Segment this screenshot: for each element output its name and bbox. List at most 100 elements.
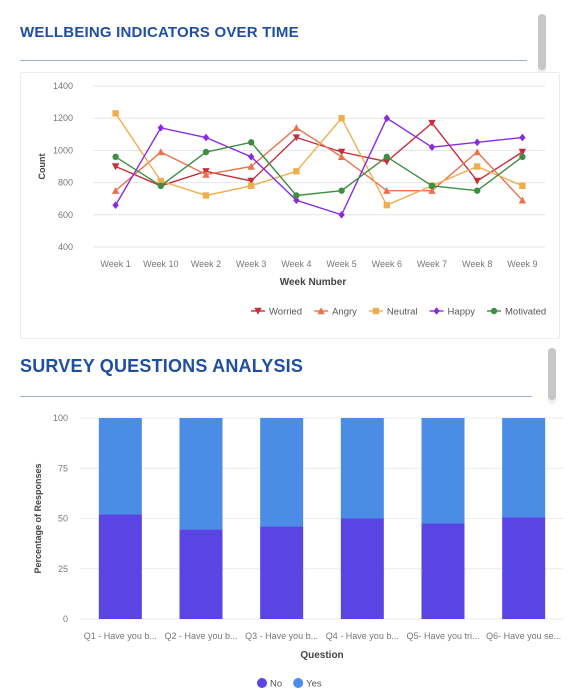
x-axis-title: Week Number: [280, 277, 347, 288]
data-point-worried: [292, 134, 301, 142]
y-axis-title: Count: [37, 154, 47, 180]
y-tick-label: 800: [58, 178, 73, 188]
y-tick-label: 1000: [53, 145, 73, 155]
wellbeing-title-divider: [20, 60, 527, 61]
legend-label: Motivated: [505, 307, 546, 318]
data-point-motivated: [474, 187, 481, 194]
data-point-motivated: [428, 182, 436, 190]
bar-no: [179, 529, 223, 619]
wellbeing-scrollbar[interactable]: [538, 14, 546, 74]
survey-scrollbar[interactable]: [548, 348, 556, 404]
data-point-neutral: [474, 163, 481, 170]
bar-no: [98, 514, 142, 619]
data-point-neutral: [157, 177, 164, 185]
x-tick-label: Week 6: [372, 259, 402, 269]
legend-item-yes[interactable]: Yes: [293, 678, 322, 690]
data-point-angry: [337, 153, 346, 161]
data-point-happy: [202, 133, 210, 142]
y-tick-label: 100: [53, 413, 68, 423]
legend-marker: [257, 678, 267, 688]
data-point-motivated: [248, 139, 255, 146]
y-tick-label: 400: [58, 242, 73, 252]
y-tick-label: 75: [58, 463, 68, 473]
x-tick-label: Q1 - Have you b...: [84, 631, 157, 641]
x-tick-label: Q5- Have you tri...: [406, 631, 479, 641]
data-point-angry: [247, 162, 255, 170]
data-point-neutral: [202, 192, 210, 199]
wellbeing-chart-card: 400 600 800 1000 1200 1400 Week 1 Week 10 Week 2…: [20, 72, 560, 339]
legend-label: Happy: [448, 307, 476, 318]
y-tick-label: 1200: [53, 113, 73, 123]
x-tick-label: Q6- Have you se...: [486, 631, 561, 641]
series-line-motivated: [115, 141, 523, 197]
y-axis-title: Percentage of Responses: [33, 463, 43, 573]
x-tick-label: Q4 - Have you b...: [326, 631, 399, 641]
legend-marker: [254, 307, 262, 315]
data-point-angry: [518, 196, 527, 204]
x-tick-label: Week 9: [507, 259, 537, 269]
data-point-happy: [474, 138, 481, 147]
legend-label: Neutral: [387, 307, 418, 318]
x-tick-label: Week 8: [462, 259, 492, 269]
data-point-motivated: [112, 153, 119, 161]
bar-no: [421, 523, 465, 619]
y-tick-label: 50: [58, 514, 68, 524]
legend-label: Worried: [269, 307, 302, 318]
data-point-angry: [292, 124, 301, 132]
data-point-neutral: [383, 201, 390, 209]
legend-marker: [490, 307, 498, 315]
x-tick-label: Week 2: [191, 259, 221, 269]
series-line-angry: [115, 126, 523, 201]
data-point-angry: [202, 170, 210, 178]
data-point-angry: [473, 148, 481, 156]
legend-item-angry[interactable]: Angry: [314, 307, 357, 318]
series-line-neutral: [115, 112, 523, 207]
legend-item-neutral[interactable]: Neutral: [368, 307, 418, 318]
bar-yes: [340, 418, 384, 519]
data-point-angry: [157, 148, 165, 156]
x-tick-label: Week 10: [143, 259, 178, 269]
bar-yes: [98, 418, 142, 515]
data-point-happy: [383, 114, 390, 122]
data-point-happy: [428, 143, 436, 151]
data-point-happy: [293, 196, 300, 205]
data-point-angry: [428, 186, 436, 194]
y-tick-label: 0: [63, 614, 68, 624]
data-point-worried: [337, 148, 346, 156]
y-tick-label: 1400: [53, 81, 73, 91]
data-point-neutral: [338, 115, 345, 122]
legend-label: Angry: [332, 307, 357, 318]
survey-scrollbar-thumb[interactable]: [548, 348, 556, 400]
series-line-happy: [114, 117, 523, 216]
survey-section-title: SURVEY QUESTIONS ANALYSIS: [20, 356, 304, 376]
series-line-worried: [115, 122, 523, 187]
data-point-motivated: [383, 153, 390, 161]
wellbeing-line-chart: 400 600 800 1000 1200 1400 Week 1 Week 10 Week 2…: [37, 81, 546, 318]
bar-no: [502, 517, 546, 619]
legend-item-no[interactable]: No: [257, 678, 282, 690]
data-point-worried: [247, 177, 255, 185]
y-tick-label: 600: [58, 210, 73, 220]
data-point-motivated: [157, 182, 164, 190]
data-point-happy: [338, 211, 345, 219]
data-point-happy: [248, 153, 255, 161]
bar-yes: [502, 418, 546, 518]
data-point-motivated: [202, 148, 210, 156]
survey-title-divider: [20, 396, 532, 397]
legend-marker: [317, 307, 325, 315]
legend-item-happy[interactable]: Happy: [429, 307, 476, 318]
data-point-motivated: [293, 192, 300, 199]
data-point-angry: [111, 186, 120, 194]
legend-item-worried[interactable]: Worried: [251, 307, 302, 318]
legend-item-motivated[interactable]: Motivated: [487, 307, 546, 318]
y-tick-label: 25: [58, 564, 68, 574]
bar-no: [260, 526, 304, 619]
legend-marker: [372, 307, 380, 315]
legend-marker: [293, 678, 304, 688]
bar-no: [340, 518, 384, 619]
bar-yes: [179, 418, 223, 530]
bar-yes: [421, 418, 465, 524]
data-point-happy: [112, 201, 119, 209]
x-tick-label: Week 1: [100, 259, 130, 269]
wellbeing-scrollbar-thumb[interactable]: [538, 14, 546, 70]
